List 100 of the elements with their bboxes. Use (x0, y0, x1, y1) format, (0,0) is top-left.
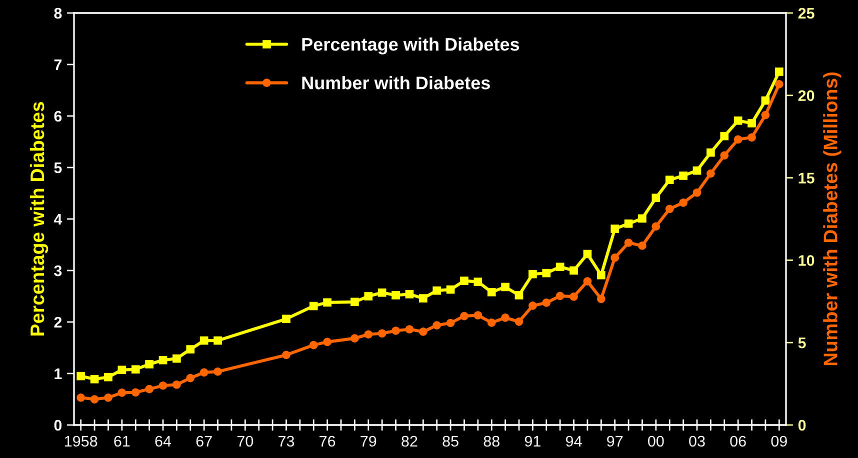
point (570, 266, 578, 275)
point (392, 291, 400, 300)
point (90, 395, 99, 404)
y-tick-label: 6 (54, 110, 62, 122)
point (748, 133, 756, 142)
point (501, 282, 510, 292)
point (583, 277, 592, 286)
point (624, 238, 633, 247)
y-tick-label: 2 (54, 316, 62, 328)
x-tick-label: 03 (689, 436, 705, 447)
y2-tick-label: 15 (798, 172, 814, 184)
point (706, 148, 715, 157)
y-tick-label: 3 (54, 265, 62, 276)
point (446, 285, 455, 294)
point (761, 110, 770, 120)
x-tick-label: 67 (196, 436, 212, 447)
point (364, 330, 373, 339)
point (720, 132, 729, 140)
point (610, 254, 620, 262)
point (542, 268, 551, 278)
point (638, 214, 646, 223)
point (501, 314, 510, 322)
x-tick-label: 88 (484, 436, 500, 447)
point (131, 365, 140, 374)
point (774, 80, 784, 88)
point (460, 276, 468, 285)
point (596, 270, 606, 280)
legend-label: Number with Diabetes (302, 76, 490, 90)
x-tick-label: 00 (648, 436, 664, 447)
point (514, 291, 524, 300)
point (624, 219, 633, 228)
point (706, 169, 715, 178)
point (679, 172, 688, 180)
point (734, 116, 742, 125)
point (528, 270, 537, 278)
point (638, 242, 646, 250)
y-axis-title: Percentage with Diabetes (30, 102, 48, 336)
legend-label: Percentage with Diabetes (302, 37, 520, 54)
point (432, 321, 442, 330)
y2-tick-label: 5 (798, 338, 806, 348)
point (158, 356, 168, 364)
point (323, 298, 332, 307)
point (487, 288, 496, 296)
point (364, 292, 373, 300)
point (90, 375, 99, 384)
point (76, 372, 86, 380)
point (474, 311, 482, 320)
point (118, 388, 126, 397)
point (665, 176, 674, 184)
point (118, 366, 126, 374)
x-tick-label: 79 (360, 436, 376, 447)
point (652, 222, 660, 231)
point (214, 336, 222, 345)
point (282, 350, 290, 360)
x-tick-label: 70 (237, 436, 254, 447)
point (405, 290, 414, 298)
point (542, 298, 551, 307)
point (350, 334, 359, 342)
point (432, 286, 442, 295)
point (556, 262, 564, 272)
point (556, 292, 564, 300)
point (418, 328, 428, 336)
point (761, 96, 770, 105)
point (200, 368, 208, 377)
point (774, 68, 784, 76)
point (378, 329, 386, 338)
y-tick-label: 4 (54, 214, 62, 225)
point (652, 194, 660, 202)
y-tick-label: 8 (54, 8, 62, 19)
point (104, 372, 112, 382)
point (158, 381, 168, 390)
x-tick-label: 82 (402, 436, 418, 447)
y2-tick-label: 10 (798, 255, 814, 266)
point (282, 314, 290, 324)
x-tick-label: 64 (155, 436, 172, 447)
point (172, 354, 181, 363)
point (528, 302, 537, 310)
point (474, 278, 482, 286)
x-tick-label: 94 (566, 436, 582, 447)
x-tick-label: 1958 (65, 436, 98, 447)
point (570, 292, 578, 301)
point (186, 374, 195, 382)
y-tick-label: 5 (54, 162, 62, 174)
point (418, 294, 428, 302)
y-tick-label: 7 (54, 60, 62, 70)
x-tick-label: 85 (442, 436, 458, 447)
point (583, 250, 592, 258)
point (596, 294, 606, 304)
point (460, 312, 468, 320)
point (748, 119, 756, 128)
point (679, 198, 688, 207)
y2-tick-label: 0 (798, 420, 806, 431)
point (514, 318, 524, 326)
x-tick-label: 73 (278, 436, 294, 447)
point (665, 204, 674, 214)
x-tick-label: 06 (730, 436, 746, 447)
x-tick-label: 91 (524, 436, 540, 447)
y-tick-label: 1 (54, 368, 62, 380)
point (131, 388, 140, 397)
point (186, 345, 195, 354)
